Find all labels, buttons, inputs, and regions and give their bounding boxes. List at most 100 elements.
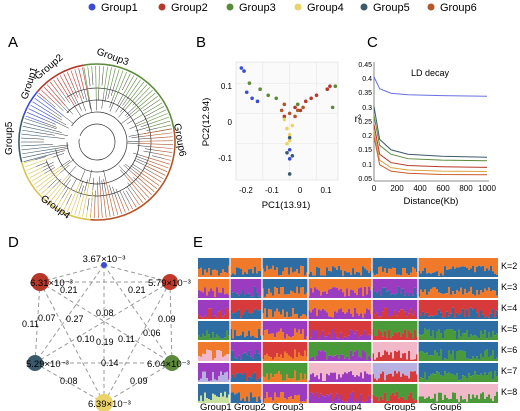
structure-bar (478, 317, 480, 319)
structure-bar (214, 384, 216, 395)
structure-bar (296, 363, 298, 381)
structure-bar (300, 265, 302, 277)
tree-label-group2: Group2 (33, 52, 66, 82)
structure-bar (476, 336, 478, 340)
structure-bar (424, 353, 426, 361)
structure-bar (468, 363, 470, 374)
structure-bar (256, 300, 258, 310)
structure-bar (294, 370, 296, 382)
structure-bar (276, 332, 278, 340)
structure-bar (204, 354, 206, 361)
structure-bar (258, 270, 260, 277)
structure-bar (410, 258, 412, 273)
structure-bar (252, 384, 254, 398)
structure-bar (198, 342, 200, 357)
structure-bar (366, 384, 368, 401)
structure-bar (272, 359, 274, 361)
tree-leaf (53, 79, 63, 94)
structure-bar (280, 287, 282, 298)
structure-bar (276, 353, 278, 361)
structure-bar (346, 258, 348, 273)
structure-bar (384, 300, 386, 308)
structure-bar (316, 266, 318, 277)
structure-bar (468, 358, 470, 361)
structure-bar (312, 300, 314, 310)
pca-xlabel: PC1(13.91) (262, 200, 311, 211)
pca-point (287, 157, 292, 161)
edge-label: 0.09 (130, 376, 148, 386)
structure-bar (352, 330, 354, 340)
structure-bar (406, 342, 408, 360)
structure-bar (470, 376, 472, 382)
tree-branch (143, 103, 154, 112)
structure-bar (430, 315, 432, 319)
structure-bar (304, 363, 306, 374)
structure-bar (324, 300, 326, 311)
structure-bar (494, 273, 496, 277)
structure-bar (426, 352, 428, 361)
structure-bar (378, 363, 380, 379)
tree-branch (125, 163, 135, 172)
structure-bar (466, 342, 468, 359)
structure-bar (202, 321, 204, 334)
structure-bar (488, 332, 490, 340)
structure-bar (422, 351, 424, 361)
tree-leaf (132, 201, 137, 208)
structure-bar (402, 333, 404, 340)
structure-bar (404, 329, 406, 340)
structure-bar (356, 295, 358, 298)
structure-bar (484, 288, 486, 298)
structure-bar (452, 374, 454, 382)
structure-bar (494, 279, 496, 291)
structure-bar (484, 258, 486, 272)
tree-leaf (25, 156, 53, 168)
structure-bar (336, 287, 338, 298)
structure-bar (356, 342, 358, 351)
tree-branch (137, 145, 150, 147)
structure-bar (370, 335, 372, 340)
tree-branch-arc (45, 87, 152, 197)
structure-bar (320, 275, 322, 277)
structure-bar (310, 392, 312, 403)
structure-bar (468, 337, 470, 340)
pca-point (255, 99, 260, 104)
structure-bar (346, 373, 348, 382)
structure-bar (476, 384, 478, 396)
structure-bar (440, 363, 442, 376)
structure-bar (388, 300, 390, 317)
structure-bar (294, 349, 296, 361)
structure-bar (398, 311, 400, 319)
structure-bar (230, 350, 232, 361)
structure-bar (382, 258, 384, 272)
structure-bar (218, 321, 220, 337)
structure-bar (478, 375, 480, 382)
structure-bar (360, 357, 362, 361)
structure-bar (442, 275, 444, 277)
structure-bar (370, 270, 372, 277)
tree-leaf (106, 67, 112, 91)
structure-bar (278, 384, 280, 398)
structure-bar (272, 384, 274, 401)
structure-bar (228, 295, 230, 298)
structure-bar (296, 380, 298, 382)
structure-bar (202, 333, 204, 340)
tree-leaf (31, 173, 45, 182)
structure-bar (440, 279, 442, 294)
structure-bar (324, 380, 326, 382)
structure-bar (462, 399, 464, 403)
structure-bar (390, 342, 392, 353)
structure-bar (264, 355, 266, 361)
tree-branch (87, 198, 90, 211)
structure-bar (276, 321, 278, 333)
structure-bar (362, 384, 364, 402)
tree-leaf (43, 87, 61, 105)
structure-bar (228, 321, 230, 336)
structure-bar (328, 395, 330, 403)
structure-bar (302, 342, 304, 357)
structure-bar (492, 300, 494, 310)
structure-bar (406, 363, 408, 376)
structure-bar (454, 375, 456, 382)
structure-bar (292, 363, 294, 379)
structure-bar (464, 363, 466, 377)
tree-leaf (90, 189, 94, 218)
